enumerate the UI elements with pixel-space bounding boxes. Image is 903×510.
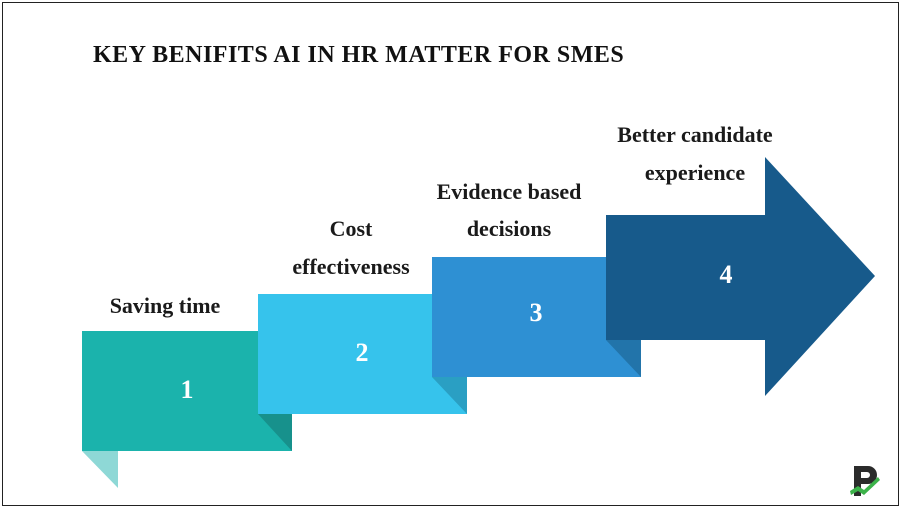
step-1-flap: [82, 451, 118, 488]
step-3-label-line2: decisions: [467, 216, 552, 241]
step-2-number: 2: [356, 338, 369, 367]
step-4-label-line2: experience: [645, 160, 745, 185]
p-logo-icon: [848, 463, 886, 501]
step-2-label-line1: Cost: [330, 216, 373, 241]
step-3-number: 3: [530, 298, 543, 327]
step-4-number: 4: [720, 260, 733, 289]
step-3-fold-shadow: [606, 340, 641, 377]
step-4-label-line1: Better candidate: [617, 122, 773, 147]
step-4-arrow: [606, 157, 875, 396]
step-3-label-line1: Evidence based: [437, 179, 582, 204]
step-1-fold-shadow: [258, 414, 292, 451]
step-2-label-line2: effectiveness: [292, 254, 410, 279]
step-1-label: Saving time: [110, 293, 221, 318]
step-2-fold-shadow: [432, 377, 467, 414]
step-1-number: 1: [181, 375, 194, 404]
diagram-title: KEY BENIFITS AI IN HR MATTER FOR SMES: [93, 42, 625, 68]
step-1-block: [82, 331, 292, 451]
